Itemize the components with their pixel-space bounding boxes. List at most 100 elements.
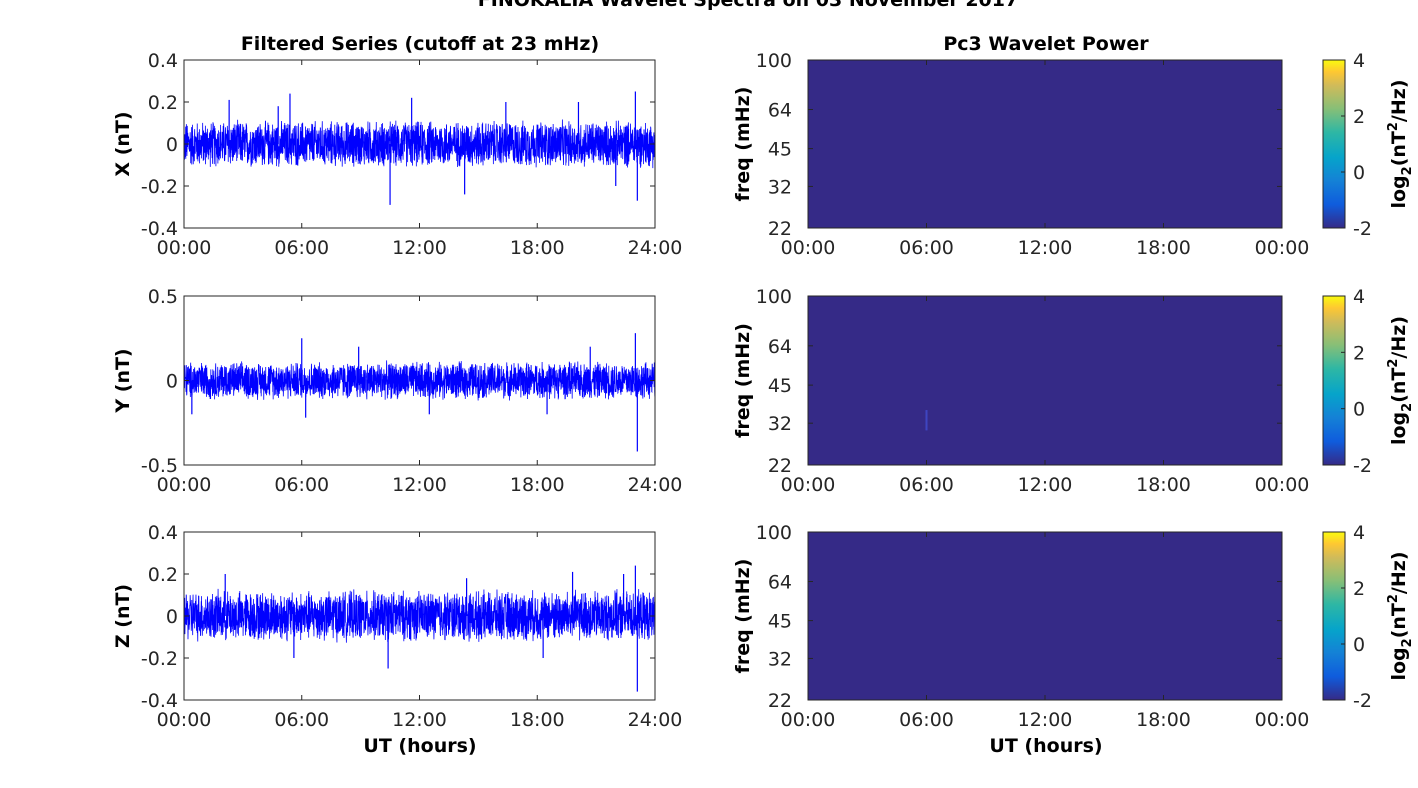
x-tick-label: 24:00 <box>628 709 683 731</box>
x-tick-label: 00:00 <box>1255 709 1310 731</box>
y-tick-label: 0 <box>166 606 178 628</box>
x-tick-label: 06:00 <box>274 709 329 731</box>
y-tick-label: -0.2 <box>141 176 178 198</box>
wavelet-heatmap <box>808 60 1282 228</box>
right-column-title: Pc3 Wavelet Power <box>943 33 1149 55</box>
colorbar-tick-label: 4 <box>1353 522 1365 544</box>
wavelet-panel-2: 22 32 45 64 100 00:00 06:00 12:00 18:00 00:00 freq… <box>732 286 1415 496</box>
x-tick-label: 18:00 <box>510 237 565 259</box>
x-tick-label: 12:00 <box>1018 237 1073 259</box>
x-tick-label: 12:00 <box>392 237 447 259</box>
y-tick-label: 64 <box>768 100 792 122</box>
x-tick-label: 12:00 <box>1018 474 1073 496</box>
colorbar-gradient <box>1323 532 1345 700</box>
figure-title: FINOKALIA Wavelet Spectra on 03 November… <box>478 0 1018 11</box>
y-tick-label: 32 <box>768 413 792 435</box>
colorbar-gradient <box>1323 60 1345 228</box>
colorbar-tick-label: 2 <box>1353 106 1365 128</box>
colorbar-label: log2(nT2/Hz) <box>1386 551 1415 680</box>
x-tick-label: 24:00 <box>628 474 683 496</box>
y-tick-label: 100 <box>756 50 792 72</box>
series-panel-1: -0.4 -0.2 0 0.2 0.4 00:00 06:00 12:00 18:00 24:00… <box>112 50 682 259</box>
colorbar-tick-label: 0 <box>1353 399 1365 421</box>
y-tick-label: 0.2 <box>148 92 178 114</box>
series-line <box>183 360 656 401</box>
colorbar-tick-label: -2 <box>1353 455 1372 477</box>
colorbar-tick-label: 4 <box>1353 50 1365 72</box>
series-line <box>183 119 656 169</box>
wavelet-heatmap <box>808 296 1282 465</box>
y-tick-label: 22 <box>768 690 792 712</box>
colorbar: -2 0 2 4 log2(nT2/Hz) <box>1322 286 1415 477</box>
colorbar-tick-label: -2 <box>1353 690 1372 712</box>
y-tick-label: 64 <box>768 572 792 594</box>
y-tick-label: 0 <box>166 371 178 393</box>
colorbar: -2 0 2 4 log2(nT2/Hz) <box>1322 522 1415 712</box>
x-tick-label: 12:00 <box>1018 709 1073 731</box>
wavelet-heatmap <box>808 532 1282 700</box>
x-tick-label: 18:00 <box>1136 237 1191 259</box>
colorbar-tick-label: 2 <box>1353 578 1365 600</box>
wavelet-panel-3: 22 32 45 64 100 00:00 06:00 12:00 18:00 00:00 freq… <box>732 522 1415 731</box>
y-tick-label: 45 <box>768 611 792 633</box>
y-axis-label: Z (nT) <box>112 584 134 648</box>
x-tick-label: 00:00 <box>781 709 836 731</box>
x-tick-label: 12:00 <box>392 474 447 496</box>
y-tick-label: 32 <box>768 176 792 198</box>
colorbar-tick-label: 0 <box>1353 634 1365 656</box>
y-axis-label: Y (nT) <box>112 348 134 413</box>
y-tick-label: 0.2 <box>148 564 178 586</box>
freq-axis-label: freq (mHz) <box>732 559 754 674</box>
x-tick-label: 06:00 <box>899 237 954 259</box>
series-panel-3: -0.4 -0.2 0 0.2 0.4 00:00 06:00 12:00 18:00 24:00… <box>112 522 682 731</box>
y-tick-label: 0 <box>166 134 178 156</box>
y-tick-label: 45 <box>768 375 792 397</box>
colorbar-frame <box>1322 295 1346 466</box>
y-tick-label: 32 <box>768 648 792 670</box>
colorbar-frame <box>1322 531 1346 701</box>
series-line <box>183 588 656 643</box>
left-column-title: Filtered Series (cutoff at 23 mHz) <box>241 33 599 55</box>
x-tick-label: 00:00 <box>157 237 212 259</box>
x-tick-label: 12:00 <box>392 709 447 731</box>
freq-axis-label: freq (mHz) <box>732 323 754 438</box>
y-tick-label: 22 <box>768 218 792 240</box>
x-tick-label: 00:00 <box>781 474 836 496</box>
y-tick-label: -0.5 <box>141 455 178 477</box>
series-panel-2: -0.5 0 0.5 00:00 06:00 12:00 18:00 24:00 Y (nT) <box>112 286 682 496</box>
x-tick-label: 00:00 <box>1255 474 1310 496</box>
x-tick-label: 18:00 <box>1136 474 1191 496</box>
y-tick-label: 0.4 <box>148 522 178 544</box>
y-tick-label: 100 <box>756 286 792 308</box>
x-tick-label: 18:00 <box>510 474 565 496</box>
y-tick-label: -0.4 <box>141 218 178 240</box>
y-tick-label: -0.4 <box>141 690 178 712</box>
wavelet-feature <box>925 410 928 431</box>
colorbar-tick-label: -2 <box>1353 218 1372 240</box>
colorbar-tick-label: 4 <box>1353 286 1365 308</box>
x-axis-label-right: UT (hours) <box>989 735 1102 757</box>
x-tick-label: 00:00 <box>781 237 836 259</box>
y-tick-label: 45 <box>768 139 792 161</box>
colorbar-label: log2(nT2/Hz) <box>1386 79 1415 208</box>
colorbar-gradient <box>1323 296 1345 465</box>
y-tick-label: 22 <box>768 455 792 477</box>
colorbar-frame <box>1322 59 1346 229</box>
y-tick-label: -0.2 <box>141 648 178 670</box>
x-tick-label: 00:00 <box>1255 237 1310 259</box>
colorbar-tick-label: 0 <box>1353 162 1365 184</box>
x-tick-label: 18:00 <box>510 709 565 731</box>
x-tick-label: 06:00 <box>274 474 329 496</box>
y-tick-label: 0.4 <box>148 50 178 72</box>
y-tick-label: 64 <box>768 336 792 358</box>
x-tick-label: 18:00 <box>1136 709 1191 731</box>
x-tick-label: 06:00 <box>899 709 954 731</box>
y-tick-label: 100 <box>756 522 792 544</box>
x-tick-label: 00:00 <box>157 709 212 731</box>
freq-axis-label: freq (mHz) <box>732 87 754 202</box>
x-tick-label: 06:00 <box>899 474 954 496</box>
y-tick-label: 0.5 <box>148 286 178 308</box>
x-tick-label: 00:00 <box>157 474 212 496</box>
wavelet-panel-1: 22 32 45 64 100 00:00 06:00 12:00 18:00 00:00 freq… <box>732 50 1415 259</box>
